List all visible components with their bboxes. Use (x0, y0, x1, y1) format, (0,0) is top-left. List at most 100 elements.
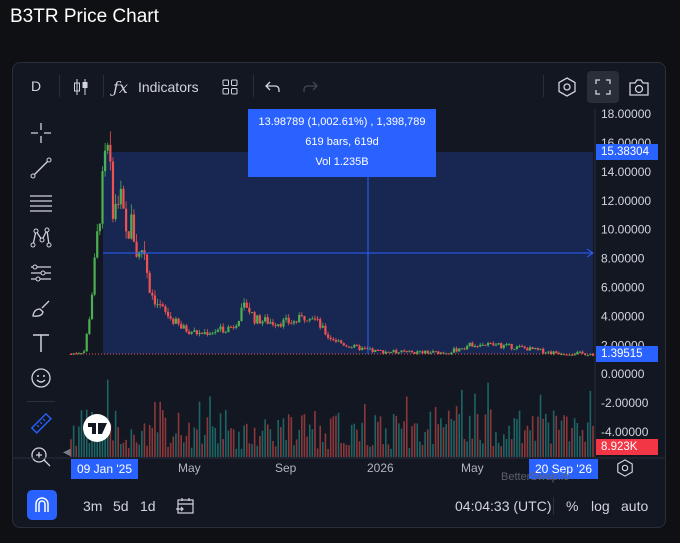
text-icon[interactable] (27, 329, 55, 357)
candle (334, 340, 338, 342)
indicators-button[interactable]: ƒx Indicators (113, 75, 233, 99)
forecasting-icon[interactable] (27, 259, 55, 287)
candle (135, 241, 138, 257)
volume-bar (413, 423, 416, 457)
candle (216, 329, 219, 332)
volume-bar (482, 443, 484, 457)
percent-scale-button[interactable]: % (566, 498, 579, 514)
candle (182, 325, 185, 329)
volume-bar (379, 416, 382, 457)
price-tick-label: 6.00000 (601, 281, 645, 295)
ruler-icon[interactable] (27, 409, 55, 437)
volume-bar (272, 440, 274, 457)
camera-icon[interactable] (627, 75, 651, 99)
volume-bar (374, 415, 377, 457)
candles-icon[interactable] (69, 75, 93, 99)
candle (169, 316, 172, 319)
volume-bar (390, 448, 392, 457)
volume-bar (146, 445, 148, 457)
candle (258, 315, 261, 324)
candle (387, 351, 390, 353)
volume-bar (371, 445, 374, 457)
volume-bar (442, 427, 445, 457)
volume-bar (500, 446, 502, 457)
crosshair-icon[interactable] (27, 119, 55, 147)
volume-bar (120, 443, 122, 457)
auto-scale-button[interactable]: auto (621, 498, 649, 514)
volume-bar (104, 438, 106, 457)
volume-bar (253, 427, 256, 457)
candle (193, 330, 196, 332)
candle (232, 327, 235, 329)
candle (513, 348, 516, 350)
range-3m-button[interactable]: 3m (83, 498, 103, 514)
volume-bar (285, 439, 287, 457)
volume-bar (565, 416, 568, 457)
price-chart[interactable]: 18.0000016.0000014.0000012.0000010.00000… (13, 63, 665, 483)
fib-retracement-icon[interactable] (27, 189, 55, 217)
volume-bar (531, 416, 534, 457)
volume-bar (206, 417, 209, 457)
candle (166, 311, 170, 317)
candle (138, 252, 141, 257)
candle (117, 203, 120, 205)
magnet-icon[interactable] (27, 490, 57, 520)
candle (408, 350, 411, 352)
volume-bar (314, 411, 316, 457)
trend-line-icon[interactable] (27, 154, 55, 182)
volume-bar (133, 434, 135, 457)
time-axis-settings-icon[interactable] (616, 459, 634, 482)
candle (460, 348, 463, 350)
candle (465, 346, 469, 350)
candle (222, 326, 225, 333)
pattern-icon[interactable] (27, 224, 55, 252)
log-scale-button[interactable]: log (591, 498, 610, 514)
volume-bar (235, 448, 238, 457)
volume-bar (198, 401, 201, 457)
volume-bar (424, 432, 426, 457)
settings-icon[interactable] (555, 75, 579, 99)
volume-bar (190, 447, 193, 457)
zoom-icon[interactable] (27, 443, 55, 471)
scroll-left-icon[interactable]: ◀ (63, 447, 71, 458)
interval-button[interactable]: D (30, 78, 42, 94)
candle (90, 294, 94, 320)
redo-icon[interactable] (298, 75, 322, 99)
timezone-clock[interactable]: 04:04:33 (UTC) (455, 498, 552, 514)
candle (332, 339, 335, 341)
undo-icon[interactable] (261, 75, 285, 99)
fullscreen-icon[interactable] (587, 71, 619, 103)
measure-bars: 619 bars, 619d (305, 136, 379, 148)
volume-bar (175, 433, 177, 457)
goto-date-icon[interactable] (175, 493, 195, 519)
candle (366, 348, 369, 350)
page-title: B3TR Price Chart (10, 6, 159, 27)
volume-bar (529, 430, 531, 457)
candle (198, 332, 201, 335)
volume-bar (547, 422, 550, 457)
range-1d-button[interactable]: 1d (140, 498, 156, 514)
candle (534, 347, 537, 350)
volume-bar (450, 418, 453, 457)
candle (109, 144, 112, 162)
layouts-icon[interactable] (218, 75, 242, 99)
candle (458, 348, 461, 352)
volume-bar (277, 420, 280, 457)
volume-bar (261, 430, 264, 457)
candle (282, 319, 285, 327)
volume-bar (484, 414, 487, 457)
volume-bar (539, 394, 542, 457)
volume-bar (392, 414, 395, 457)
brush-icon[interactable] (27, 294, 55, 322)
candle (277, 324, 280, 326)
candle (159, 304, 162, 306)
time-tick-label: May (178, 461, 201, 475)
volume-bar (589, 390, 592, 457)
candle (497, 343, 500, 345)
range-5d-button[interactable]: 5d (113, 498, 129, 514)
emoji-icon[interactable] (27, 364, 55, 392)
volume-bar (447, 410, 450, 457)
volume-bar (188, 422, 190, 457)
candle (319, 319, 322, 328)
volume-bar (503, 434, 505, 457)
